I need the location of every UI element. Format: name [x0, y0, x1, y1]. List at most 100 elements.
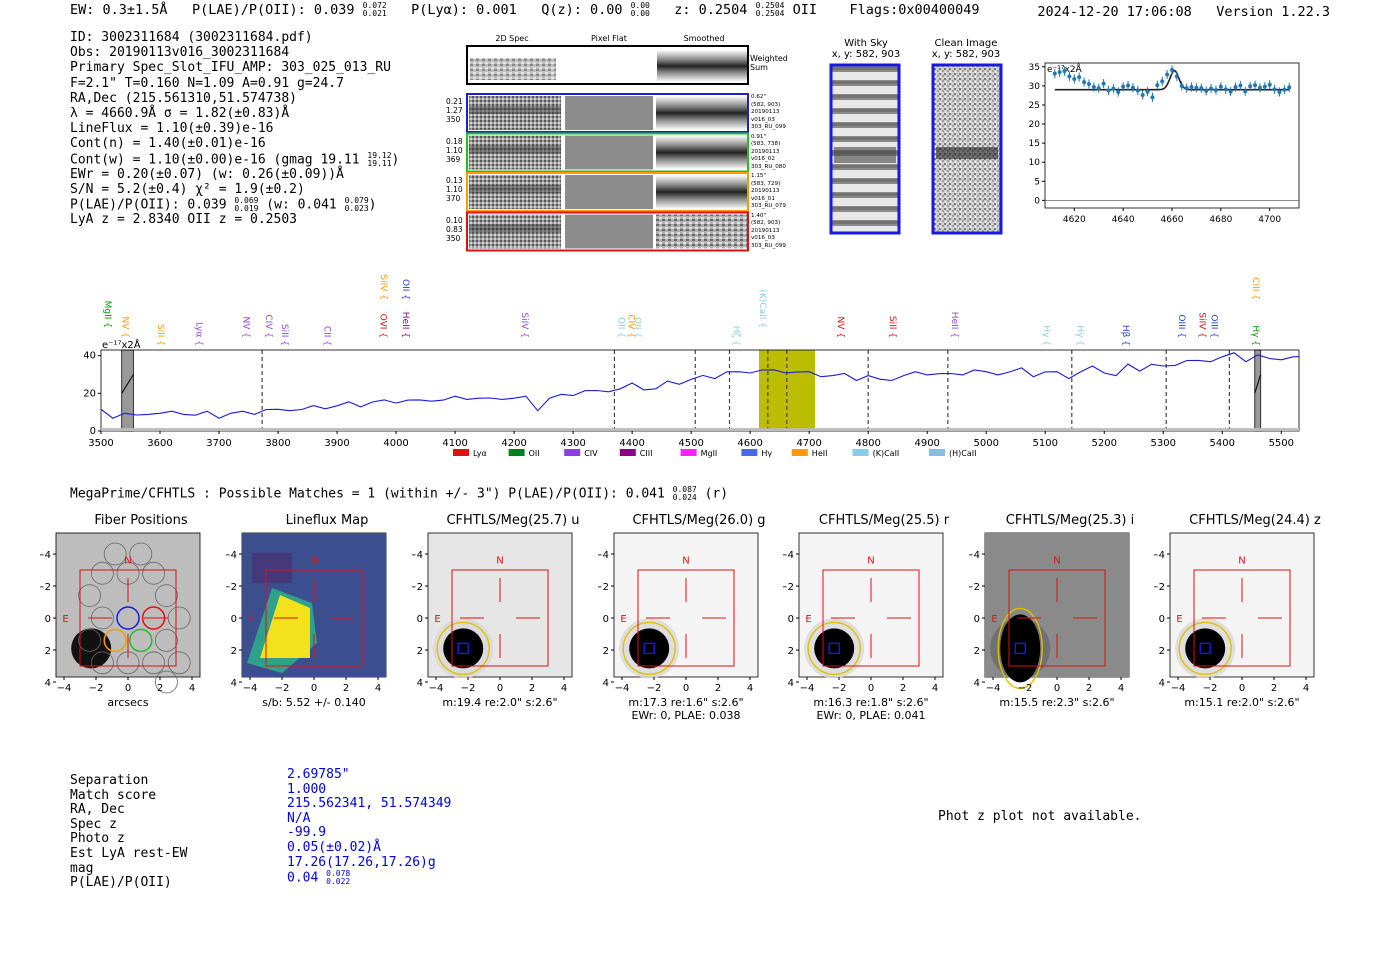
spec-row-2d	[469, 214, 561, 249]
zoom-data-point	[1111, 86, 1116, 91]
zoom-data-point	[1145, 89, 1150, 94]
legend-swatch	[564, 449, 581, 456]
info-slot: Primary Spec_Slot_IFU_AMP: 303_025_013_R…	[70, 60, 391, 76]
zoom-data-point	[1184, 86, 1189, 91]
cutout-ytick-label: 0	[231, 614, 237, 625]
spectral-line-marker: OVI {	[378, 314, 388, 338]
info-lineflux: LineFlux = 1.10(±0.39)e-16	[70, 121, 274, 137]
spectral-line-marker: CIV {	[263, 314, 273, 338]
spectral-line-marker: CII {	[322, 326, 332, 346]
main-ytick-label: 40	[83, 351, 96, 362]
info-lyaz: LyA z = 2.8340 OII z = 0.2503	[70, 212, 297, 228]
zoom-ytick-label: 5	[1034, 177, 1040, 187]
zoom-data-point	[1057, 70, 1062, 75]
main-xtick-label: 5500	[1269, 438, 1294, 449]
legend-label: CIII	[640, 449, 653, 458]
info-obs: Obs: 20190113v016_3002311684	[70, 45, 290, 61]
cutout-xtick-label: 0	[683, 683, 689, 694]
zoom-data-point	[1223, 87, 1228, 92]
legend-swatch	[852, 449, 869, 456]
spec-row-right-labels: 0.91" (583, 738) 20190113 v016_02 303_RU_080	[751, 134, 786, 172]
cutout-xtick-label: 0	[125, 683, 131, 694]
legend-swatch	[929, 449, 945, 456]
spectral-line-marker: OII {	[632, 317, 642, 338]
zoom-data-point	[1052, 71, 1057, 76]
value-separation: 2.69785"	[287, 767, 350, 782]
spectral-line-marker: SiII {	[155, 324, 165, 346]
zoom-data-point	[1086, 81, 1091, 86]
zoom-data-point	[1062, 69, 1067, 74]
search-box	[1193, 569, 1291, 667]
cutout-ytick-label: −4	[226, 550, 237, 561]
cutout-image-img: N E −4 4 −2 2 0 0 2 −2 4 −4	[783, 532, 944, 694]
value-match-score: 1.000	[287, 781, 327, 797]
cutout-xtick-label: −2	[832, 683, 847, 694]
main-xtick-label: 4800	[855, 438, 880, 449]
fiber-circle	[78, 584, 101, 607]
zoom-data-point	[1160, 79, 1165, 84]
cutout-ytick-label: 0	[603, 614, 609, 625]
spectral-line-marker: HeII {	[400, 312, 410, 338]
cutout-xtick-label: 0	[868, 683, 874, 694]
spec-row-right-label: (582, 903)	[751, 101, 781, 108]
search-box	[822, 569, 920, 667]
weighted-sum-label: Weighted Sum	[750, 54, 788, 72]
info-radec: RA,Dec (215.561310,51.574738)	[70, 90, 297, 106]
fiber-circle	[78, 629, 101, 652]
spec-row-left-labels: 0.21 1.27 350	[446, 97, 463, 124]
fiber-circle	[155, 670, 178, 694]
zoom-xtick-label: 4660	[1161, 215, 1184, 225]
full-spectrum-chart: 0 20 40 3500 3600 3700 3800 3900 4000 4100 4200 430…	[83, 274, 1300, 458]
source-core	[443, 628, 484, 669]
cutout-xtick-label: −4	[57, 683, 72, 694]
main-xtick-label: 4300	[560, 438, 585, 449]
main-xtick-label: 4700	[796, 438, 821, 449]
spec-row-right-label: v016_02	[751, 156, 775, 162]
spec-row-right-label: (583, 738)	[751, 141, 781, 147]
main-xtick-label: 3500	[88, 438, 113, 449]
cutout-xtick-label: 2	[157, 683, 163, 694]
zoom-data-point	[1233, 85, 1238, 90]
zoom-ytick-label: 30	[1029, 82, 1041, 92]
fiber-circle	[155, 584, 178, 607]
cutout-caption: m:15.1 re:2.0" s:2.6"	[1184, 696, 1300, 709]
spec-row-left-labels: 0.18 1.10 369	[446, 137, 463, 164]
cutout-ytick-label: 2	[45, 646, 51, 657]
match-box	[457, 642, 469, 655]
match-box	[643, 642, 655, 655]
cutout-title: CFHTLS/Meg(25.3) i	[1005, 513, 1135, 528]
spec2d-panel	[466, 45, 749, 252]
main-xtick-label: 4000	[383, 438, 408, 449]
spectral-line-marker: Hζ {	[731, 326, 741, 346]
zoom-data-point	[1135, 88, 1140, 93]
value-lya-ew: 0.05(±0.02)Å	[287, 839, 381, 855]
spec-row-left-label: 0.21	[446, 97, 463, 106]
search-box	[79, 569, 177, 667]
cutout-ytick-label: 0	[1159, 614, 1165, 625]
aperture-ellipse	[807, 621, 861, 676]
spectral-line-marker: HeII {	[949, 312, 959, 338]
label-separation: Separation	[70, 773, 149, 788]
cutout-xtick-label: 2	[900, 683, 906, 694]
legend-swatch	[453, 449, 469, 456]
cutout-ytick-label: 4	[1159, 678, 1165, 689]
match-box	[828, 642, 840, 655]
zoom-data-point	[1072, 77, 1077, 82]
cutout-image-lineflux: N E −4 4 −2 2 0 0 2 −2 4 −4	[226, 532, 387, 694]
cutout-ytick-label: 4	[45, 678, 51, 689]
spec-row-right-label: 20190113	[751, 188, 780, 194]
main-xtick-label: 5400	[1210, 438, 1235, 449]
legend-label: MgII	[701, 449, 718, 458]
cutout-xtick-label: 4	[375, 683, 381, 694]
main-mask-hatch	[1254, 374, 1262, 394]
search-box	[1008, 569, 1106, 667]
fiber-circle	[129, 542, 153, 566]
spec-row-2d	[469, 96, 561, 130]
cutout-xtick-label: 4	[1118, 683, 1124, 694]
plae-errors: 0.072 0.021	[362, 1, 387, 18]
zoom-xtick-label: 4640	[1112, 215, 1135, 225]
timestamp: 2024-12-20 17:06:08	[1037, 4, 1192, 20]
zoom-ytick-label: 25	[1029, 101, 1040, 111]
z-value: z: 0.2504	[674, 2, 748, 18]
cutout-ytick-label: −4	[40, 550, 51, 561]
